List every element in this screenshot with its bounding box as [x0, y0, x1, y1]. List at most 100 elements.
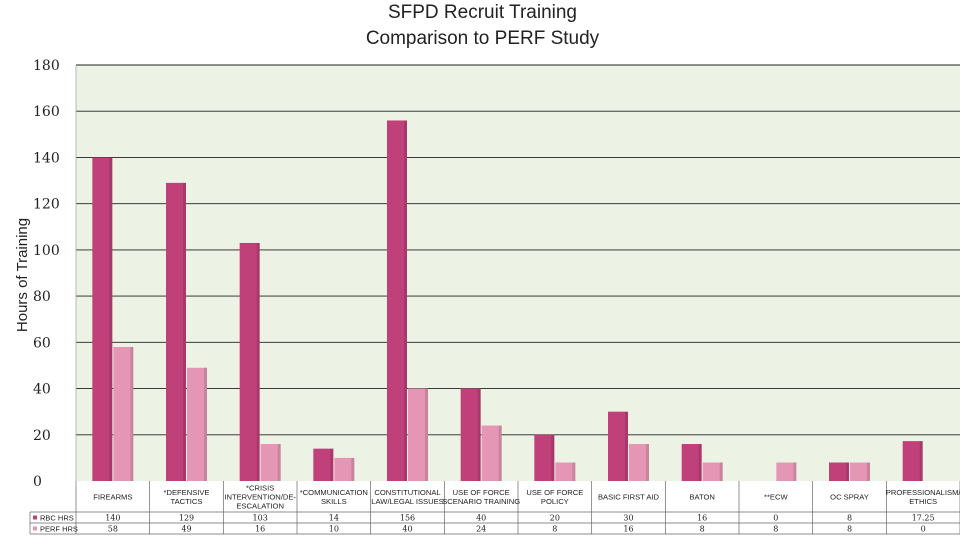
data-label: 16 — [623, 525, 633, 534]
bar-shade — [183, 182, 186, 481]
chart-title-line-2: Comparison to PERF Study — [365, 28, 600, 49]
bar — [460, 388, 481, 481]
plot-background — [76, 65, 960, 481]
category-label: CONSTITUTIONAL LAW/LEGAL ISSUES — [371, 488, 443, 506]
category-label: OC SPRAY — [830, 493, 869, 502]
data-label: 10 — [329, 525, 339, 534]
data-label: 16 — [255, 525, 265, 534]
y-tick-label: 20 — [33, 428, 51, 444]
data-label: 30 — [623, 514, 633, 523]
data-label: 8 — [847, 514, 852, 523]
category-label: *DEFENSIVE TACTICS — [164, 488, 210, 506]
data-label: 17.25 — [912, 514, 935, 523]
bar — [702, 462, 723, 481]
category-label: **ECW — [764, 493, 788, 502]
bar-shade — [551, 434, 555, 481]
data-label: 49 — [181, 525, 191, 534]
bar-shade — [625, 411, 628, 481]
y-tick-label: 100 — [33, 243, 60, 259]
data-table: FIREARMS *DEFENSIVE TACTICS *CRISIS INTERVEN… — [29, 481, 960, 535]
y-tick-label: 0 — [33, 474, 42, 490]
bar-shade — [719, 462, 723, 481]
bar — [629, 444, 649, 481]
bar-shade — [698, 444, 702, 481]
bar — [902, 441, 923, 481]
data-label: 40 — [402, 525, 412, 534]
bar-shade — [404, 120, 407, 481]
legend-key — [33, 515, 37, 520]
data-label: 40 — [476, 514, 486, 523]
bar — [608, 411, 628, 481]
data-label: 0 — [921, 525, 926, 534]
bar — [334, 457, 355, 481]
category-label: PROFESSIONALISM/ETHICS — [886, 488, 960, 506]
data-label: 8 — [552, 525, 557, 534]
bar-shade — [477, 388, 481, 481]
data-label: 14 — [329, 514, 339, 523]
chart-title: SFPD Recruit Training Comparison to PERF… — [0, 0, 960, 52]
bar — [681, 444, 702, 481]
category-label: BASIC FIRST AID — [598, 493, 660, 502]
y-tick-label: 180 — [33, 58, 60, 74]
legend-key — [33, 526, 37, 531]
category-label: *CRISIS INTERVENTION/DE-ESCALATION — [224, 484, 296, 511]
bar — [187, 367, 207, 481]
data-label: 20 — [550, 514, 560, 523]
bar — [166, 182, 186, 481]
bars — [92, 120, 923, 481]
bar-shade — [646, 444, 649, 481]
bar-shade — [130, 346, 134, 481]
bar — [260, 444, 281, 481]
y-axis: 0 20 40 60 80 100 120 140 160 180 Hours of Trainin… — [14, 58, 60, 490]
category-label: *COMMUNICATION SKILLS — [300, 488, 368, 506]
data-label: 8 — [847, 525, 852, 534]
y-axis-label: Hours of Training — [14, 218, 31, 332]
bar — [113, 346, 134, 481]
y-tick-label: 140 — [33, 150, 60, 166]
bar-shade — [109, 157, 113, 481]
plot-area — [75, 64, 960, 481]
category-label: FIREARMS — [93, 493, 132, 502]
bar — [92, 157, 113, 481]
data-label: 0 — [773, 514, 778, 523]
bar — [850, 462, 870, 481]
bar-shade — [425, 388, 428, 481]
bar — [534, 434, 555, 481]
bar — [387, 120, 407, 481]
y-tick-label: 60 — [33, 335, 51, 351]
bar — [829, 462, 849, 481]
data-label: 129 — [179, 514, 194, 523]
bar — [313, 448, 334, 481]
chart-title-line-1: SFPD Recruit Training — [387, 2, 577, 23]
series-label: PERF HRS — [40, 524, 78, 533]
bar — [239, 242, 260, 481]
category-label: USE OF FORCE POLICY — [526, 488, 583, 506]
bar-shade — [498, 425, 502, 481]
bar-shade — [256, 242, 260, 481]
category-label: BATON — [689, 493, 714, 502]
y-tick-label: 120 — [33, 197, 60, 213]
bar-shade — [204, 367, 207, 481]
y-tick-label: 40 — [33, 382, 51, 398]
data-label: 58 — [108, 525, 118, 534]
y-tick-label: 80 — [33, 289, 51, 305]
data-label: 140 — [105, 514, 120, 523]
data-label: 8 — [773, 525, 778, 534]
bar-shade — [330, 448, 334, 481]
bar — [481, 425, 502, 481]
data-label: 16 — [697, 514, 707, 523]
data-label: 156 — [400, 514, 415, 523]
bar — [408, 388, 428, 481]
bar-shade — [846, 462, 849, 481]
bar-shade — [919, 441, 923, 481]
bar-shade — [867, 462, 870, 481]
bar-shade — [351, 457, 355, 481]
bar-shade — [572, 462, 576, 481]
bar-shade — [793, 462, 797, 481]
bar-shade — [277, 444, 281, 481]
bar — [555, 462, 576, 481]
category-label: USE OF FORCE SCENARIO TRAINING — [442, 488, 520, 506]
series-label: RBC HRS — [40, 513, 74, 522]
y-tick-label: 160 — [33, 104, 60, 120]
